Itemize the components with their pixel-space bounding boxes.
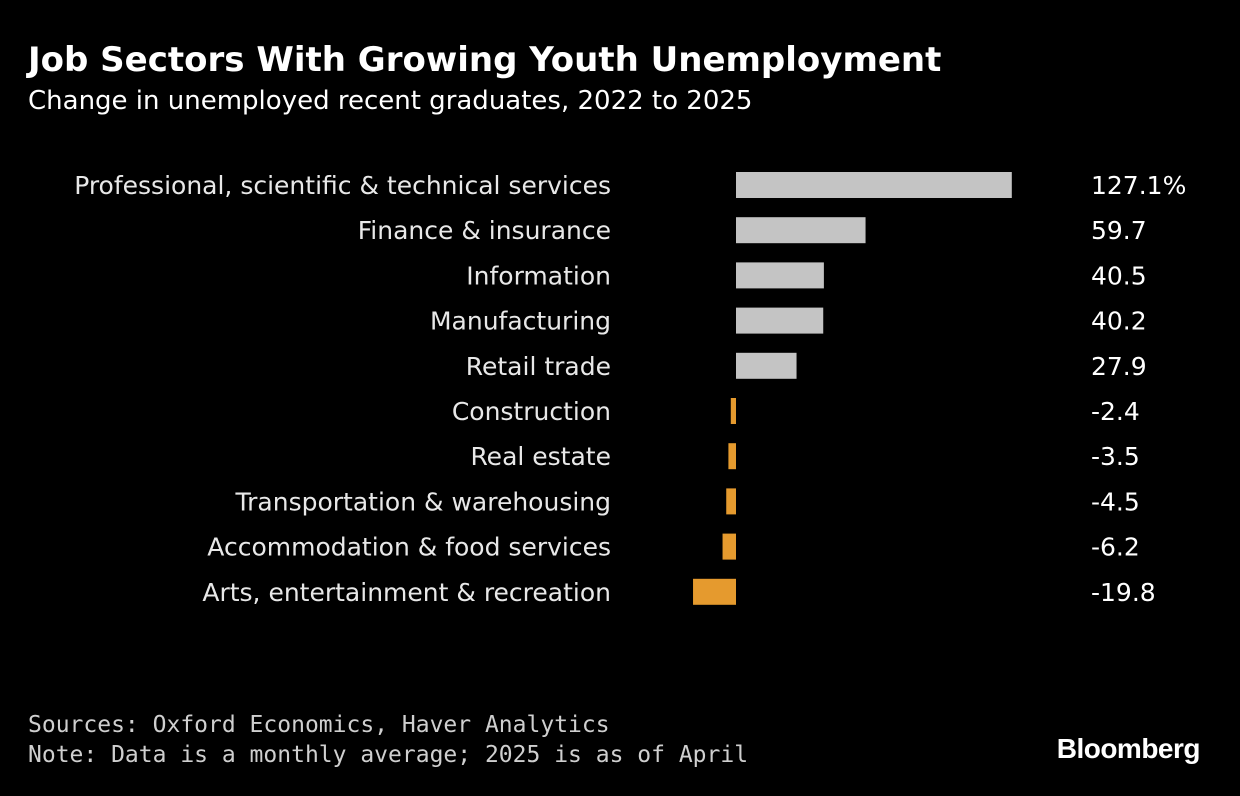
category-label: Finance & insurance bbox=[358, 216, 611, 245]
bar bbox=[728, 443, 736, 470]
value-label: -4.5 bbox=[1091, 487, 1140, 516]
bar bbox=[693, 578, 736, 605]
bar bbox=[736, 352, 797, 379]
bar bbox=[726, 488, 736, 515]
value-label: 40.2 bbox=[1091, 307, 1147, 336]
category-label: Accommodation & food services bbox=[207, 533, 611, 562]
category-label: Manufacturing bbox=[430, 307, 611, 336]
category-label: Retail trade bbox=[466, 352, 611, 381]
bar bbox=[736, 172, 1012, 198]
category-label: Construction bbox=[452, 397, 611, 426]
category-label: Transportation & warehousing bbox=[235, 487, 611, 516]
chart-footer: Sources: Oxford Economics, Haver Analyti… bbox=[28, 710, 748, 770]
value-label: -3.5 bbox=[1091, 442, 1140, 471]
value-label: 27.9 bbox=[1091, 352, 1147, 381]
value-label: -19.8 bbox=[1091, 578, 1156, 607]
value-label: 59.7 bbox=[1091, 216, 1147, 245]
category-label: Information bbox=[466, 261, 611, 290]
chart-subtitle: Change in unemployed recent graduates, 2… bbox=[28, 86, 753, 116]
bar bbox=[736, 262, 824, 289]
category-label: Professional, scientific & technical ser… bbox=[74, 171, 611, 200]
bar bbox=[736, 217, 866, 244]
value-label: -6.2 bbox=[1091, 533, 1140, 562]
value-label: 40.5 bbox=[1091, 261, 1147, 290]
bloomberg-logo: Bloomberg bbox=[1056, 733, 1201, 764]
data-note: Note: Data is a monthly average; 2025 is… bbox=[28, 742, 749, 768]
bar bbox=[730, 398, 736, 424]
value-label: 127.1% bbox=[1091, 171, 1186, 200]
sources-note: Sources: Oxford Economics, Haver Analyti… bbox=[28, 712, 610, 738]
category-label: Arts, entertainment & recreation bbox=[202, 578, 611, 607]
bar bbox=[722, 533, 736, 560]
value-label: -2.4 bbox=[1091, 397, 1140, 426]
bar bbox=[736, 307, 824, 334]
chart-title: Job Sectors With Growing Youth Unemploym… bbox=[28, 40, 942, 80]
category-label: Real estate bbox=[470, 442, 611, 471]
